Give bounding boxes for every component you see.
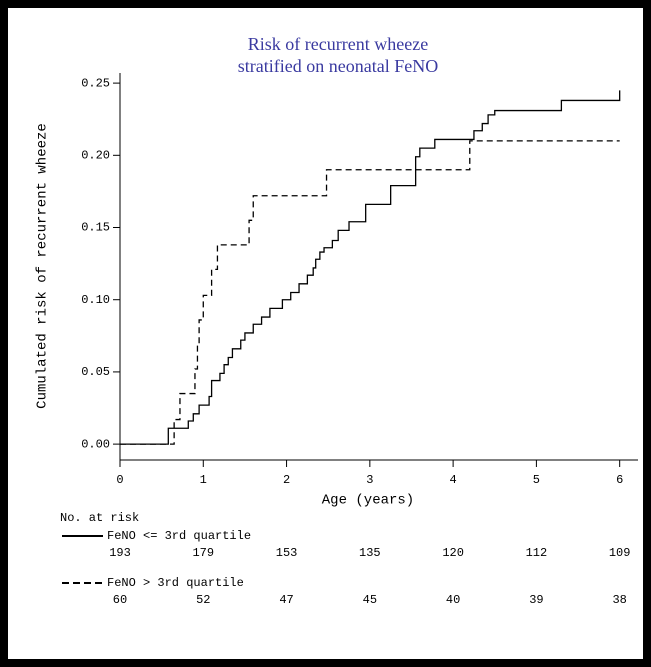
at-risk-count: 39	[529, 593, 543, 607]
x-tick-label: 6	[616, 473, 623, 487]
x-tick-label: 2	[283, 473, 290, 487]
km-curve	[120, 90, 621, 445]
risk-table-title: No. at risk	[60, 511, 139, 525]
at-risk-count: 179	[192, 546, 214, 560]
y-tick-label: 0.05	[81, 365, 110, 379]
at-risk-count: 112	[526, 546, 548, 560]
at-risk-count: 109	[609, 546, 631, 560]
y-axis-label: Cumulated risk of recurrent wheeze	[35, 123, 51, 409]
y-tick-label: 0.15	[81, 221, 110, 235]
at-risk-count: 153	[276, 546, 298, 560]
x-tick-label: 3	[366, 473, 373, 487]
at-risk-count: 47	[279, 593, 293, 607]
legend-label: FeNO <= 3rd quartile	[107, 529, 251, 543]
y-tick-label: 0.25	[81, 76, 110, 90]
at-risk-count: 135	[359, 546, 381, 560]
y-tick-label: 0.00	[81, 437, 110, 451]
x-tick-label: 5	[533, 473, 540, 487]
x-tick-label: 4	[450, 473, 457, 487]
chart-title: Risk of recurrent wheeze	[248, 34, 428, 54]
chart-title: stratified on neonatal FeNO	[238, 56, 438, 76]
at-risk-count: 45	[363, 593, 377, 607]
km-curve	[120, 140, 620, 445]
at-risk-count: 40	[446, 593, 460, 607]
y-tick-label: 0.20	[81, 148, 110, 162]
x-tick-label: 1	[200, 473, 207, 487]
x-axis-label: Age (years)	[322, 493, 414, 509]
at-risk-count: 193	[109, 546, 131, 560]
y-tick-label: 0.10	[81, 293, 110, 307]
chart: Risk of recurrent wheeze stratified on n…	[8, 8, 643, 659]
x-tick-label: 0	[116, 473, 123, 487]
at-risk-count: 52	[196, 593, 210, 607]
at-risk-count: 38	[612, 593, 626, 607]
at-risk-count: 60	[113, 593, 127, 607]
at-risk-count: 120	[442, 546, 464, 560]
legend-label: FeNO > 3rd quartile	[107, 576, 244, 590]
